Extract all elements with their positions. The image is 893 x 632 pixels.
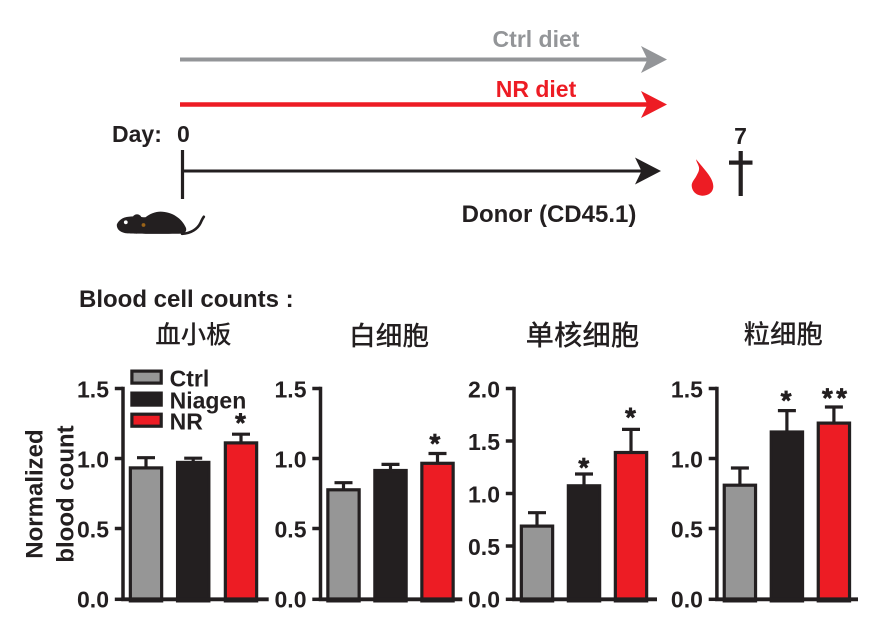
svg-text:Niagen: Niagen bbox=[170, 387, 247, 413]
svg-text:Donor (CD45.1): Donor (CD45.1) bbox=[462, 201, 637, 228]
svg-text:NR diet: NR diet bbox=[496, 76, 577, 102]
svg-text:1.5: 1.5 bbox=[671, 377, 703, 403]
svg-text:7: 7 bbox=[734, 123, 747, 149]
svg-text:1.5: 1.5 bbox=[275, 377, 307, 403]
svg-text:Ctrl: Ctrl bbox=[170, 365, 210, 391]
svg-text:1.0: 1.0 bbox=[671, 447, 703, 473]
svg-text:1.5: 1.5 bbox=[77, 377, 109, 403]
svg-text:0: 0 bbox=[177, 121, 190, 147]
svg-text:1.5: 1.5 bbox=[468, 429, 500, 455]
svg-text:0.5: 0.5 bbox=[468, 534, 500, 560]
svg-text:1.0: 1.0 bbox=[468, 482, 500, 508]
svg-text:NR: NR bbox=[170, 408, 204, 434]
svg-text:0.5: 0.5 bbox=[275, 517, 307, 543]
svg-text:2.0: 2.0 bbox=[468, 377, 500, 403]
svg-text:Ctrl diet: Ctrl diet bbox=[493, 26, 580, 52]
svg-text:0.0: 0.0 bbox=[77, 587, 109, 613]
svg-text:blood count: blood count bbox=[53, 425, 80, 562]
svg-text:Day:: Day: bbox=[112, 121, 162, 147]
svg-text:0.5: 0.5 bbox=[671, 517, 703, 543]
svg-text:0.0: 0.0 bbox=[468, 587, 500, 613]
svg-text:1.0: 1.0 bbox=[77, 447, 109, 473]
svg-text:0.5: 0.5 bbox=[77, 517, 109, 543]
svg-text:0.0: 0.0 bbox=[671, 587, 703, 613]
svg-text:1.0: 1.0 bbox=[275, 447, 307, 473]
svg-text:Normalized: Normalized bbox=[22, 429, 49, 558]
svg-text:0.0: 0.0 bbox=[275, 587, 307, 613]
svg-text:Blood cell counts :: Blood cell counts : bbox=[79, 286, 294, 313]
